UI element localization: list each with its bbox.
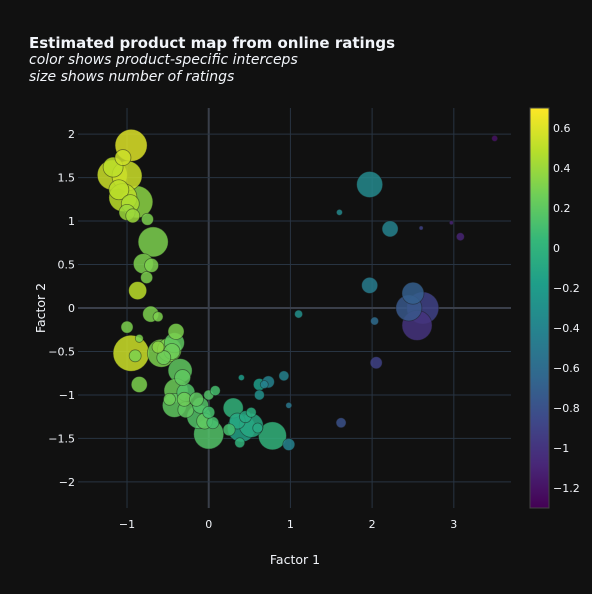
- scatter-point: [294, 309, 303, 319]
- scatter-point: [237, 374, 245, 381]
- scatter-point: [282, 438, 296, 451]
- scatter-point: [108, 179, 130, 201]
- chart-subtitle-color: color shows product-specific interceps: [29, 52, 298, 68]
- chart-title-block: Estimated product map from online rating…: [29, 34, 549, 86]
- colorbar: [529, 107, 550, 509]
- scatter-point: [163, 392, 176, 406]
- scatter-point: [245, 406, 257, 418]
- scatter-point: [140, 271, 154, 284]
- colorbar-tick-label: 0.2: [553, 202, 571, 215]
- scatter-point: [114, 149, 132, 166]
- scatter-points: [96, 128, 499, 451]
- scatter-point: [222, 423, 236, 437]
- scatter-point: [152, 311, 164, 323]
- scatter-point: [167, 323, 185, 340]
- scatter-point: [369, 356, 383, 370]
- scatter-point: [174, 369, 191, 386]
- scatter-point: [202, 405, 216, 419]
- scatter-point: [401, 281, 425, 305]
- colorbar-tick-label: −1: [553, 442, 569, 455]
- colorbar-tick-label: −1.2: [553, 482, 580, 495]
- scatter-point: [156, 350, 172, 365]
- scatter-point: [134, 334, 144, 343]
- x-tick-label: −1: [119, 518, 135, 531]
- scatter-point: [278, 370, 290, 382]
- scatter-point: [130, 376, 148, 393]
- scatter-point: [285, 401, 293, 409]
- scatter-point: [381, 220, 399, 238]
- colorbar-tick-label: 0.6: [553, 122, 571, 135]
- y-tick-label: 1: [68, 215, 75, 228]
- colorbar-tick-label: −0.8: [553, 402, 580, 415]
- scatter-point: [258, 421, 287, 451]
- y-tick-labels: −2 −1.5 −1 −0.5 0 0.5 1 1.5 2: [48, 128, 75, 489]
- colorbar-tick-labels: 0.6 0.4 0.2 0 −0.2 −0.4 −0.6 −0.8 −1 −1.2: [553, 122, 580, 495]
- scatter-point: [418, 225, 424, 231]
- y-tick-label: −1.5: [48, 432, 75, 445]
- scatter-point: [361, 276, 379, 294]
- scatter-point: [128, 349, 142, 363]
- scatter-point: [125, 208, 141, 224]
- scatter-point: [141, 212, 154, 226]
- colorbar-tick-label: 0: [553, 242, 560, 255]
- x-tick-label: 0: [205, 518, 212, 531]
- plot-grid: [78, 108, 511, 508]
- scatter-point: [234, 437, 246, 449]
- chart-subtitle-size: size shows number of ratings: [29, 69, 235, 85]
- scatter-point: [128, 281, 148, 301]
- scatter-point: [491, 135, 499, 142]
- y-tick-label: −2: [59, 476, 75, 489]
- colorbar-tick-label: −0.6: [553, 362, 580, 375]
- scatter-point: [209, 385, 221, 397]
- y-tick-label: −1: [59, 389, 75, 402]
- scatter-point: [448, 220, 454, 226]
- scatter-point: [336, 208, 343, 216]
- scatter-point: [151, 340, 165, 354]
- scatter-point: [120, 320, 134, 334]
- y-tick-label: −0.5: [48, 345, 75, 358]
- x-axis-label: Factor 1: [270, 552, 320, 567]
- y-tick-label: 1.5: [58, 172, 76, 185]
- colorbar-tick-label: −0.2: [553, 282, 580, 295]
- colorbar-tick-label: −0.4: [553, 322, 580, 335]
- x-tick-labels: −1 0 1 2 3: [119, 518, 457, 531]
- scatter-point: [252, 422, 264, 434]
- scatter-point: [253, 389, 265, 401]
- scatter-point: [356, 171, 384, 198]
- x-tick-label: 3: [450, 518, 457, 531]
- scatter-point: [455, 232, 465, 242]
- scatter-point: [144, 257, 159, 273]
- scatter-point: [259, 380, 269, 389]
- chart-title: Estimated product map from online rating…: [29, 34, 395, 52]
- y-tick-label: 0.5: [58, 259, 76, 272]
- scatter-point: [189, 391, 204, 407]
- scatter-point: [137, 226, 169, 258]
- y-axis-label: Factor 2: [33, 283, 48, 333]
- colorbar-tick-label: 0.4: [553, 162, 571, 175]
- y-tick-label: 0: [68, 302, 75, 315]
- x-tick-label: 1: [287, 518, 294, 531]
- x-tick-label: 2: [369, 518, 376, 531]
- scatter-point: [335, 417, 347, 429]
- y-tick-label: 2: [68, 128, 75, 141]
- scatter-point: [370, 316, 379, 326]
